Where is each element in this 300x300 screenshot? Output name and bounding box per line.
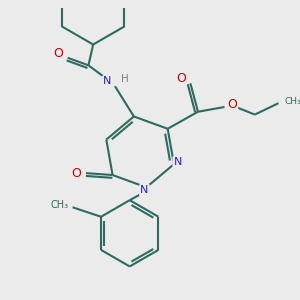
Text: O: O bbox=[72, 167, 82, 180]
Text: H: H bbox=[121, 74, 128, 84]
Text: N: N bbox=[173, 157, 182, 167]
Text: N: N bbox=[140, 185, 149, 195]
Text: O: O bbox=[227, 98, 237, 111]
Text: O: O bbox=[176, 72, 186, 85]
Text: N: N bbox=[103, 76, 112, 86]
Text: O: O bbox=[53, 47, 63, 61]
Text: CH₃: CH₃ bbox=[50, 200, 68, 210]
Text: CH₃: CH₃ bbox=[284, 97, 300, 106]
